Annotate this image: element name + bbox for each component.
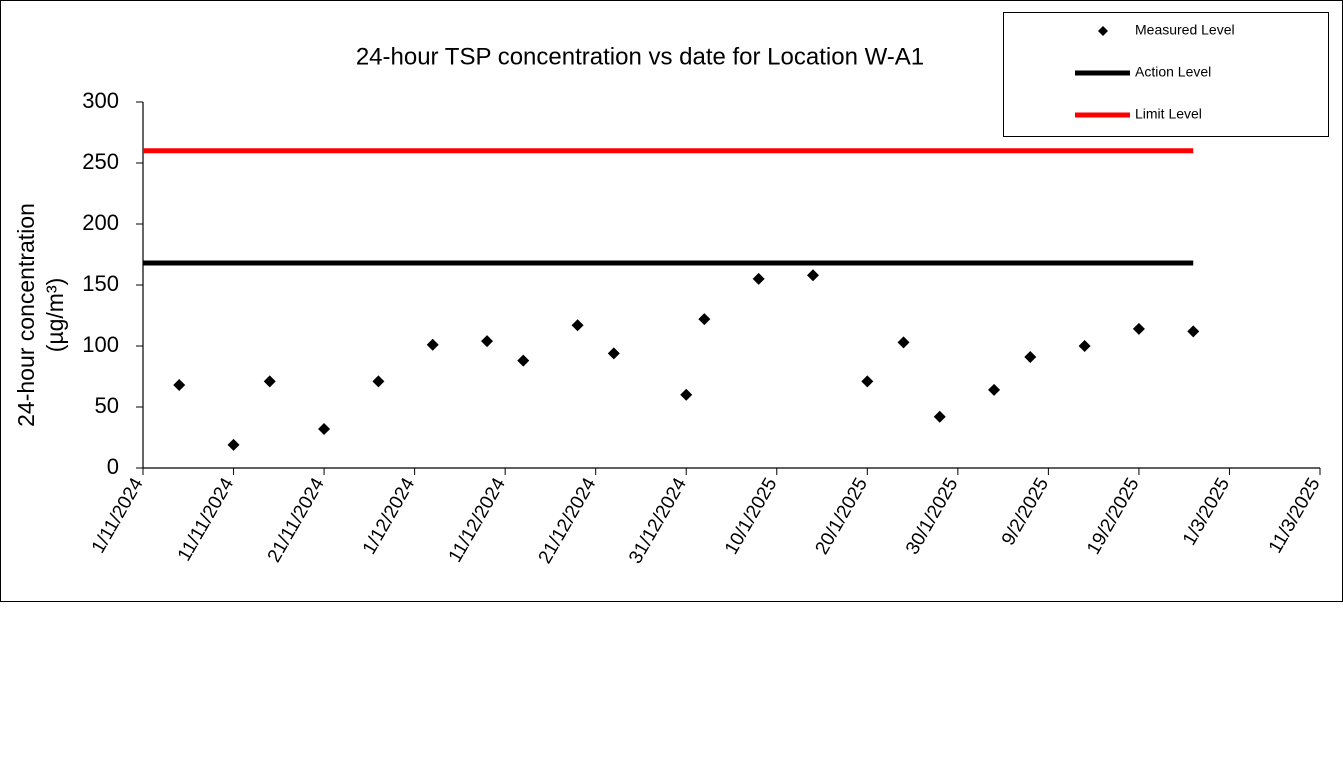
data-point <box>607 347 620 360</box>
data-point <box>1187 325 1200 338</box>
y-tick-label: 200 <box>82 210 119 235</box>
data-point <box>517 354 530 367</box>
data-point <box>933 410 946 423</box>
data-point <box>481 335 494 348</box>
data-point <box>1078 340 1091 352</box>
legend-label: Measured Level <box>1135 22 1235 38</box>
data-point <box>571 319 584 332</box>
data-point <box>227 438 240 451</box>
data-point <box>1024 350 1037 363</box>
data-point <box>680 388 693 401</box>
data-point <box>897 336 910 349</box>
data-point <box>988 383 1001 396</box>
data-point <box>806 269 819 282</box>
data-point <box>698 313 711 326</box>
y-tick-label: 50 <box>95 393 119 418</box>
legend-box <box>1003 12 1329 137</box>
legend-marker <box>1098 26 1108 36</box>
y-tick-label: 0 <box>107 454 119 479</box>
y-axis-label: 24-hour concentration <box>13 203 39 427</box>
data-point <box>1132 322 1145 335</box>
data-point <box>752 272 765 285</box>
data-point <box>263 375 276 388</box>
data-point <box>426 338 439 351</box>
legend-label: Action Level <box>1135 64 1211 80</box>
data-point <box>372 375 385 388</box>
y-tick-label: 300 <box>82 88 119 113</box>
data-point <box>173 379 186 392</box>
data-point <box>861 375 874 388</box>
chart-title: 24-hour TSP concentration vs date for Lo… <box>356 43 924 70</box>
data-point <box>318 422 331 435</box>
y-tick-label: 100 <box>82 332 119 357</box>
legend-label: Limit Level <box>1135 106 1202 122</box>
y-axis-label: (µg/m³) <box>42 278 68 353</box>
y-tick-label: 250 <box>82 149 119 174</box>
y-tick-label: 150 <box>82 271 119 296</box>
